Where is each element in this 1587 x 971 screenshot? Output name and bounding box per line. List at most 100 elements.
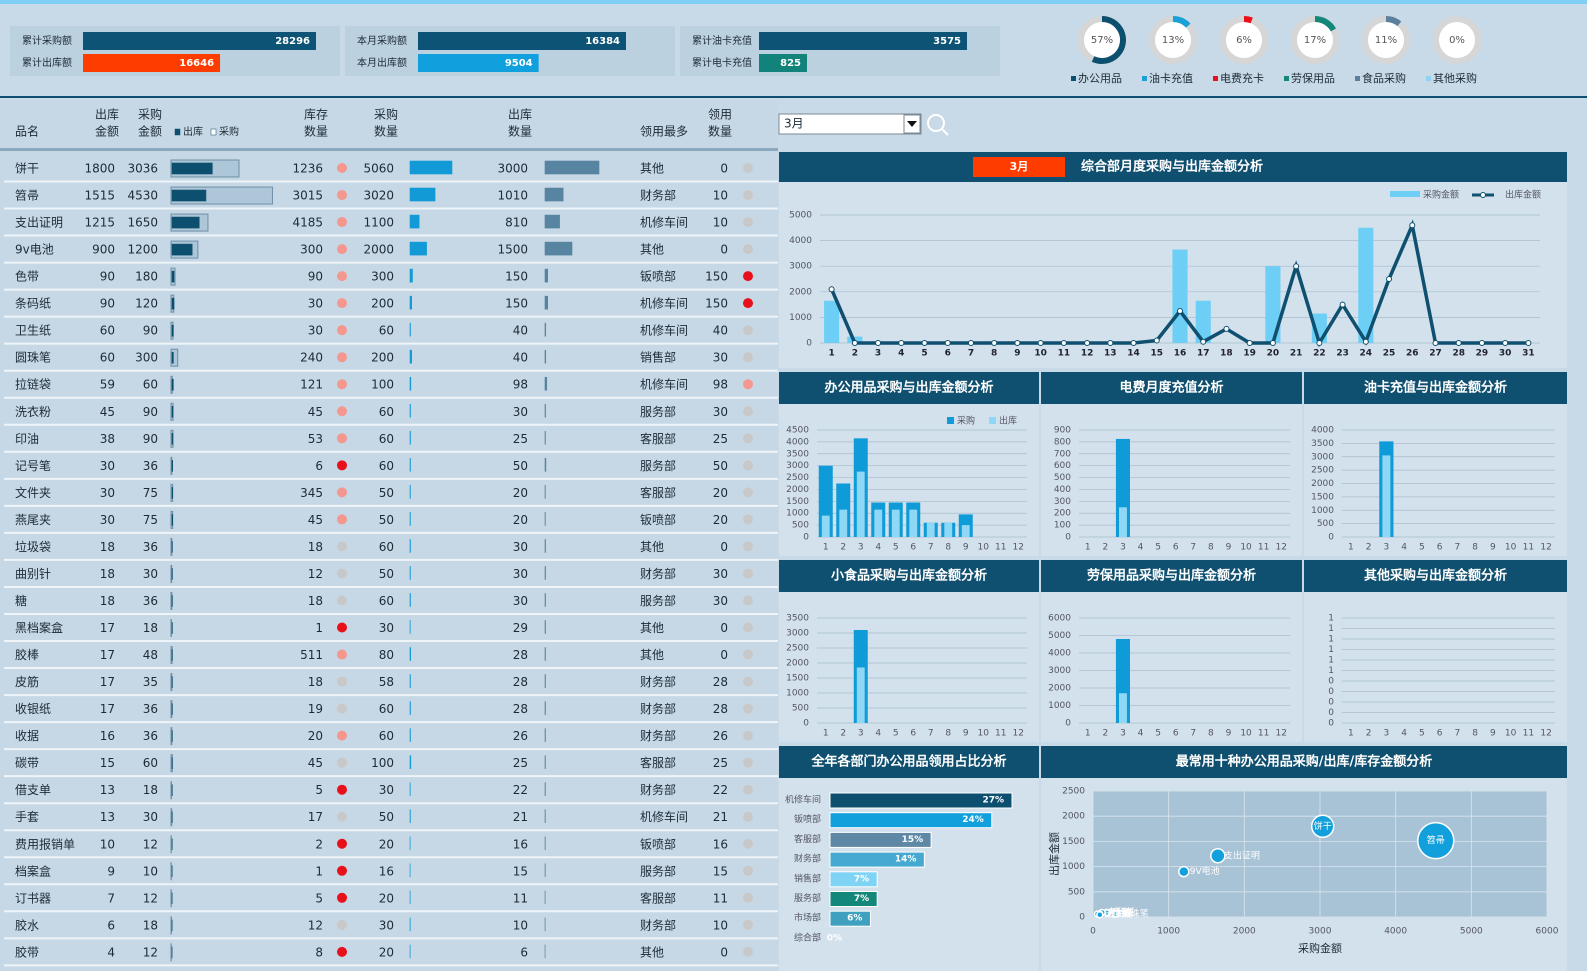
item-name: 碳带 [15, 756, 39, 770]
bar [829, 831, 932, 848]
stock-qty: 53 [308, 432, 323, 446]
buy-amount: 35 [143, 675, 158, 689]
y-tick-label: 财务部 [794, 853, 821, 865]
x-tick-label: 12 [1540, 543, 1551, 553]
table-header: 数量 [508, 124, 532, 139]
bubble [1310, 814, 1335, 839]
stock-status [337, 649, 347, 660]
use-qty: 30 [713, 594, 728, 608]
x-tick-label: 7 [1455, 729, 1461, 739]
out-amount: 15 [100, 756, 115, 770]
bar [821, 515, 830, 537]
out-qty: 29 [513, 621, 528, 635]
donut-label: 57% [1091, 35, 1113, 46]
y-tick-label: 5000 [1048, 631, 1071, 641]
table-header: 领用最多 [640, 125, 688, 139]
x-tick-label: 3 [875, 349, 881, 359]
buy-qty: 16 [379, 864, 394, 878]
out-amount: 90 [100, 270, 115, 284]
stock-qty: 30 [308, 297, 323, 311]
donut-bg [1292, 17, 1338, 63]
use-qty: 21 [713, 810, 728, 824]
donut-bg [1363, 17, 1409, 63]
buy-qty: 100 [371, 378, 394, 392]
bubble-label: 笤帚 [1427, 834, 1445, 846]
line-point [1455, 340, 1462, 346]
out-amount: 18 [100, 594, 115, 608]
out-qty-bar [544, 647, 546, 661]
use-qty: 20 [713, 513, 728, 527]
stock-status [337, 163, 347, 173]
x-tick-label: 23 [1336, 349, 1349, 359]
bar [1172, 249, 1188, 343]
stock-status [337, 460, 347, 471]
buy-qty: 60 [379, 729, 394, 743]
item-name: 糖 [15, 593, 27, 608]
out-amount: 1800 [84, 162, 115, 176]
legend-label: 采购 [957, 415, 975, 427]
bar [829, 851, 925, 868]
stock-status [337, 892, 347, 903]
y-tick-label: 1000 [789, 313, 812, 323]
line-point [1502, 340, 1509, 346]
out-qty: 6 [520, 945, 528, 959]
x-tick-label: 7 [968, 349, 974, 359]
legend-swatch [174, 128, 181, 136]
stock-qty: 2 [315, 837, 323, 851]
use-qty: 10 [713, 216, 728, 230]
stock-status [337, 865, 347, 876]
y-tick-label: 500 [1068, 887, 1085, 897]
x-tick-label: 7 [1455, 543, 1461, 553]
y-tick-label: 0 [1328, 698, 1334, 708]
line-point [1293, 263, 1300, 270]
month-select-value[interactable]: 3月 [784, 117, 804, 131]
month-select[interactable] [778, 113, 922, 135]
x-tick-label: 5 [1155, 729, 1161, 739]
table-bg [0, 100, 778, 971]
use-status [743, 811, 753, 822]
donut-arc [1385, 16, 1402, 27]
bubble [1178, 865, 1190, 878]
out-qty-bar [544, 376, 548, 391]
search-icon[interactable] [927, 114, 945, 132]
x-tick-label: 1 [828, 349, 834, 359]
top-department: 财务部 [640, 917, 676, 932]
x-tick-label: 12 [1275, 543, 1286, 553]
buy-qty: 300 [371, 270, 394, 284]
y-tick-label: 200 [1054, 509, 1071, 519]
bubble [1210, 848, 1226, 864]
line-point [1223, 325, 1230, 332]
buy-amount-bar [170, 348, 179, 367]
legend-label: 其他采购 [1433, 71, 1477, 85]
select-arrow[interactable] [907, 121, 917, 127]
buy-qty: 200 [371, 297, 394, 311]
stock-qty: 20 [308, 729, 323, 743]
panel-header [779, 372, 1039, 404]
buy-amount: 36 [143, 594, 158, 608]
buy-qty-bar [409, 214, 420, 229]
out-qty-bar [544, 187, 564, 202]
top-department: 服务部 [640, 458, 676, 473]
use-qty: 10 [713, 918, 728, 932]
line-point [991, 340, 998, 346]
y-tick-label: 4000 [789, 236, 812, 246]
stock-qty: 45 [308, 756, 323, 770]
use-status [743, 163, 753, 173]
x-tick-label: 8 [1208, 729, 1214, 739]
x-tick-label: 17 [1197, 349, 1210, 359]
kpi-bar [418, 32, 626, 50]
out-qty: 30 [513, 567, 528, 581]
item-name: 胶水 [15, 917, 39, 932]
item-name: 手套 [15, 810, 39, 824]
stock-status [337, 838, 347, 849]
search-handle[interactable] [941, 128, 949, 136]
value-label: 0% [827, 933, 842, 943]
y-tick-label: 400 [1054, 485, 1071, 495]
out-qty: 1010 [497, 189, 528, 203]
x-tick-label: 22 [1313, 349, 1326, 359]
legend-swatch [1213, 76, 1218, 81]
x-tick-label: 4 [875, 729, 881, 739]
out-amount: 90 [100, 297, 115, 311]
out-amount-bar [171, 487, 173, 499]
x-tick-label: 6 [910, 729, 916, 739]
